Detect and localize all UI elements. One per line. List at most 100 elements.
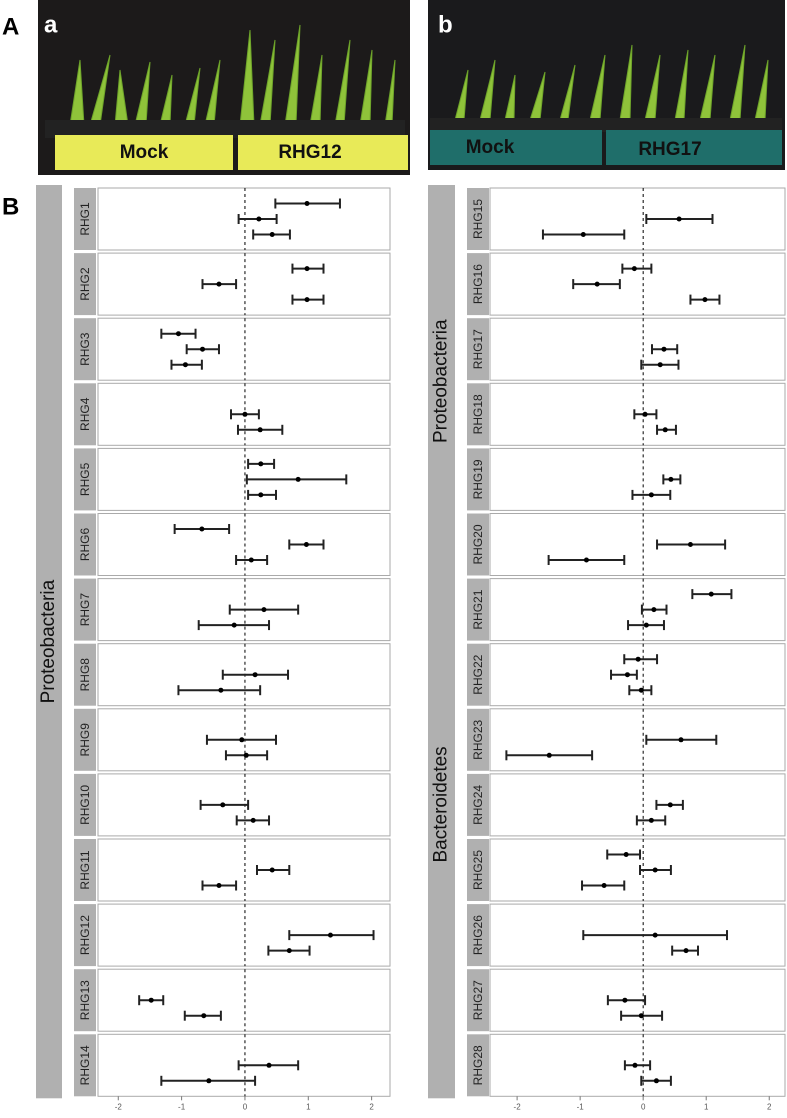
tray-label: RHG17 (638, 139, 701, 160)
point (623, 852, 629, 857)
point (546, 752, 552, 758)
point (648, 817, 654, 823)
point (648, 492, 654, 498)
x-tick-label: 2 (767, 1102, 772, 1111)
point (661, 346, 667, 352)
row-strip (467, 448, 489, 511)
point (678, 737, 684, 743)
x-tick-label: -1 (178, 1102, 186, 1111)
row-label: RHG17 (471, 329, 485, 369)
row-label: RHG12 (78, 915, 92, 955)
point (622, 997, 628, 1003)
point (220, 802, 226, 808)
row-strip (74, 253, 96, 316)
row-strip (74, 969, 96, 1032)
point (304, 266, 310, 272)
point (200, 346, 206, 352)
point (708, 591, 714, 597)
point (269, 867, 275, 873)
panel-box (489, 447, 786, 511)
row-label: RHG18 (471, 394, 485, 434)
row-label: RHG1 (78, 202, 92, 236)
x-tick-label: -1 (577, 1102, 585, 1111)
x-tick-label: -2 (115, 1102, 123, 1111)
point (702, 297, 708, 303)
row-strip (74, 578, 96, 641)
row-label: RHG23 (471, 719, 485, 759)
panel-box (97, 838, 391, 902)
point (269, 232, 275, 237)
point (631, 266, 637, 272)
row-strip (74, 188, 96, 250)
group-strip (428, 1031, 455, 1099)
point (657, 362, 663, 368)
row-strip (467, 839, 489, 901)
panel-box (489, 513, 786, 576)
row-strip (74, 318, 96, 381)
point (256, 216, 262, 222)
point (327, 932, 333, 938)
row-strip (74, 708, 96, 771)
panel-box (97, 968, 391, 1032)
row-label: RHG14 (78, 1045, 92, 1085)
row-strip (467, 969, 489, 1032)
tray-label: Mock (120, 142, 169, 163)
point (662, 427, 668, 433)
row-strip (467, 253, 489, 316)
row-strip (74, 773, 96, 836)
point (651, 607, 657, 613)
point (218, 687, 224, 693)
row-label: RHG27 (471, 980, 485, 1020)
panel-label: a (44, 11, 58, 38)
figure-label: B (2, 193, 19, 220)
panel-box (97, 773, 391, 837)
row-label: RHG2 (78, 267, 92, 301)
x-tick-label: 1 (306, 1102, 311, 1111)
panel-box (97, 317, 391, 381)
row-label: RHG24 (471, 785, 485, 825)
point (201, 1013, 207, 1019)
x-tick-label: 1 (704, 1102, 709, 1111)
row-strip (467, 188, 489, 250)
point (632, 1062, 638, 1068)
group-label: Bacteroidetes (431, 746, 452, 862)
panel-box (97, 447, 391, 511)
forest-plots: Proteobacteria RHG1 RHG2 RHG3 RHG4 RHG5 RHG6 RH… (36, 185, 786, 1111)
point (231, 622, 237, 628)
point (266, 1062, 272, 1068)
point (286, 948, 292, 954)
x-tick-label: 0 (641, 1102, 646, 1111)
row-label: RHG28 (471, 1045, 485, 1085)
point (683, 948, 689, 954)
row-strip (467, 318, 489, 381)
row-label: RHG5 (78, 462, 92, 496)
point (248, 557, 254, 563)
row-strip (467, 1034, 489, 1097)
row-label: RHG13 (78, 980, 92, 1020)
panel-box (489, 187, 786, 251)
figure-label: A (2, 13, 19, 40)
row-strip (467, 708, 489, 771)
point (667, 802, 673, 808)
row-label: RHG16 (471, 264, 485, 304)
point (652, 867, 658, 873)
row-label: RHG25 (471, 850, 485, 890)
point (148, 997, 154, 1003)
point (643, 622, 649, 628)
point (252, 672, 258, 678)
point (239, 737, 245, 743)
row-strip (467, 383, 489, 446)
group-strip (428, 575, 455, 1034)
row-label: RHG21 (471, 589, 485, 629)
panel-label: b (438, 11, 453, 38)
x-tick-label: 2 (369, 1102, 374, 1111)
row-strip (467, 578, 489, 641)
point (257, 427, 263, 433)
group-strip (428, 185, 455, 578)
point (624, 672, 630, 678)
row-strip (74, 839, 96, 901)
row-strip (74, 513, 96, 576)
group-label: Proteobacteria (431, 319, 452, 443)
point (199, 526, 205, 532)
